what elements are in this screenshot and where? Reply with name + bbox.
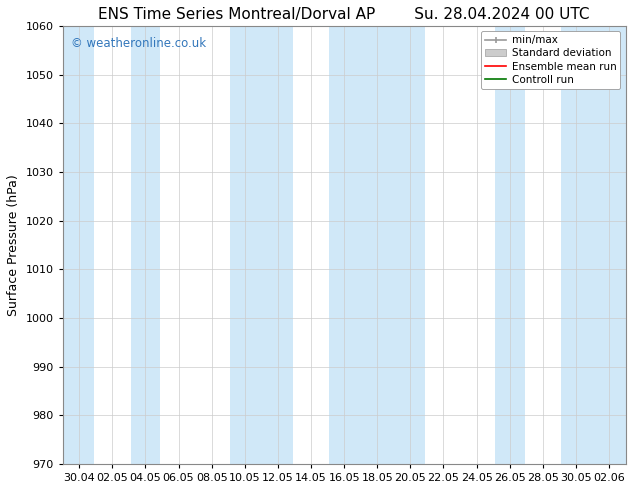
Bar bbox=[230, 26, 293, 464]
Legend: min/max, Standard deviation, Ensemble mean run, Controll run: min/max, Standard deviation, Ensemble me… bbox=[481, 31, 621, 89]
Text: © weatheronline.co.uk: © weatheronline.co.uk bbox=[71, 37, 206, 50]
Bar bbox=[561, 26, 626, 464]
Bar bbox=[495, 26, 524, 464]
Y-axis label: Surface Pressure (hPa): Surface Pressure (hPa) bbox=[7, 174, 20, 316]
Bar bbox=[329, 26, 425, 464]
Bar bbox=[63, 26, 94, 464]
Title: ENS Time Series Montreal/Dorval AP        Su. 28.04.2024 00 UTC: ENS Time Series Montreal/Dorval AP Su. 2… bbox=[98, 7, 590, 22]
Bar bbox=[131, 26, 160, 464]
